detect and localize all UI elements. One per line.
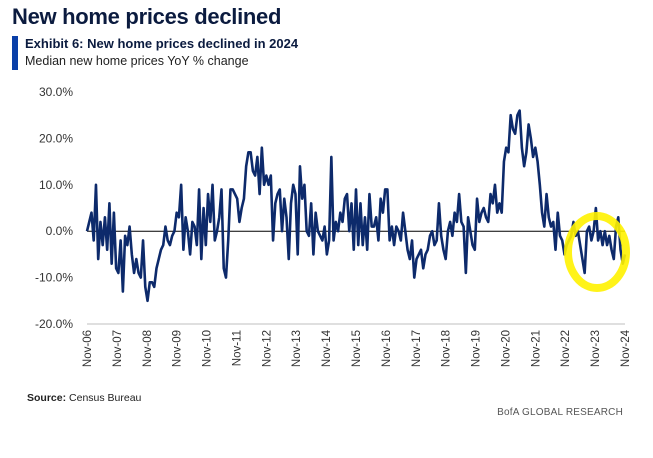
series-line	[85, 109, 627, 303]
y-axis: 30.0% 20.0% 10.0% 0.0% -10.0% -20.0%	[35, 85, 73, 331]
exhibit-title: Exhibit 6: New home prices declined in 2…	[25, 36, 299, 51]
chart-subtitle: Median new home prices YoY % change	[25, 54, 249, 68]
x-tick-label: Nov-11	[231, 330, 243, 366]
y-tick-label: -20.0%	[35, 317, 73, 331]
x-tick-label: Nov-24	[620, 329, 632, 367]
x-tick-label: Nov-17	[411, 330, 423, 367]
line-chart: 30.0%20.0%10.0%0.0%-10.0%-20.0% Nov-06 No…	[35, 85, 632, 367]
x-tick-label: Nov-16	[381, 330, 393, 367]
x-tick-label: Nov-22	[560, 330, 572, 367]
accent-bar	[12, 36, 18, 70]
headline: New home prices declined	[12, 4, 282, 29]
x-tick-label: Nov-08	[142, 330, 154, 367]
x-tick-label: Nov-10	[202, 330, 214, 367]
source-text: Census Bureau	[69, 392, 142, 404]
x-tick-label: Nov-14	[321, 329, 333, 367]
x-tick-label: Nov-23	[590, 330, 602, 367]
series-group	[85, 109, 627, 303]
x-tick-label: Nov-13	[291, 330, 303, 367]
x-tick-label: Nov-12	[261, 330, 273, 367]
research-credit: BofA GLOBAL RESEARCH	[497, 407, 623, 418]
x-tick-label: Nov-09	[172, 330, 184, 367]
x-axis: Nov-06 Nov-07 Nov-08 Nov-09 Nov-10 Nov-11 Nov-…	[82, 329, 632, 367]
y-tick-label: 30.0%	[39, 85, 73, 99]
x-tick-label: Nov-07	[112, 330, 124, 367]
y-tick-label: 10.0%	[39, 178, 73, 192]
y-tick-label: 0.0%	[46, 224, 74, 238]
highlight-circle	[564, 212, 630, 292]
source-label: Source:	[27, 392, 67, 404]
x-tick-label: Nov-06	[82, 330, 94, 367]
y-tick-label: -10.0%	[35, 271, 73, 285]
y-tick-label: 20.0%	[39, 131, 73, 145]
x-tick-label: Nov-18	[441, 330, 453, 367]
x-tick-label: Nov-20	[500, 330, 512, 367]
source-note: Source: Census Bureau	[27, 392, 141, 404]
x-tick-label: Nov-21	[530, 330, 542, 367]
x-tick-label: Nov-19	[471, 330, 483, 367]
x-tick-label: Nov-15	[351, 330, 363, 367]
